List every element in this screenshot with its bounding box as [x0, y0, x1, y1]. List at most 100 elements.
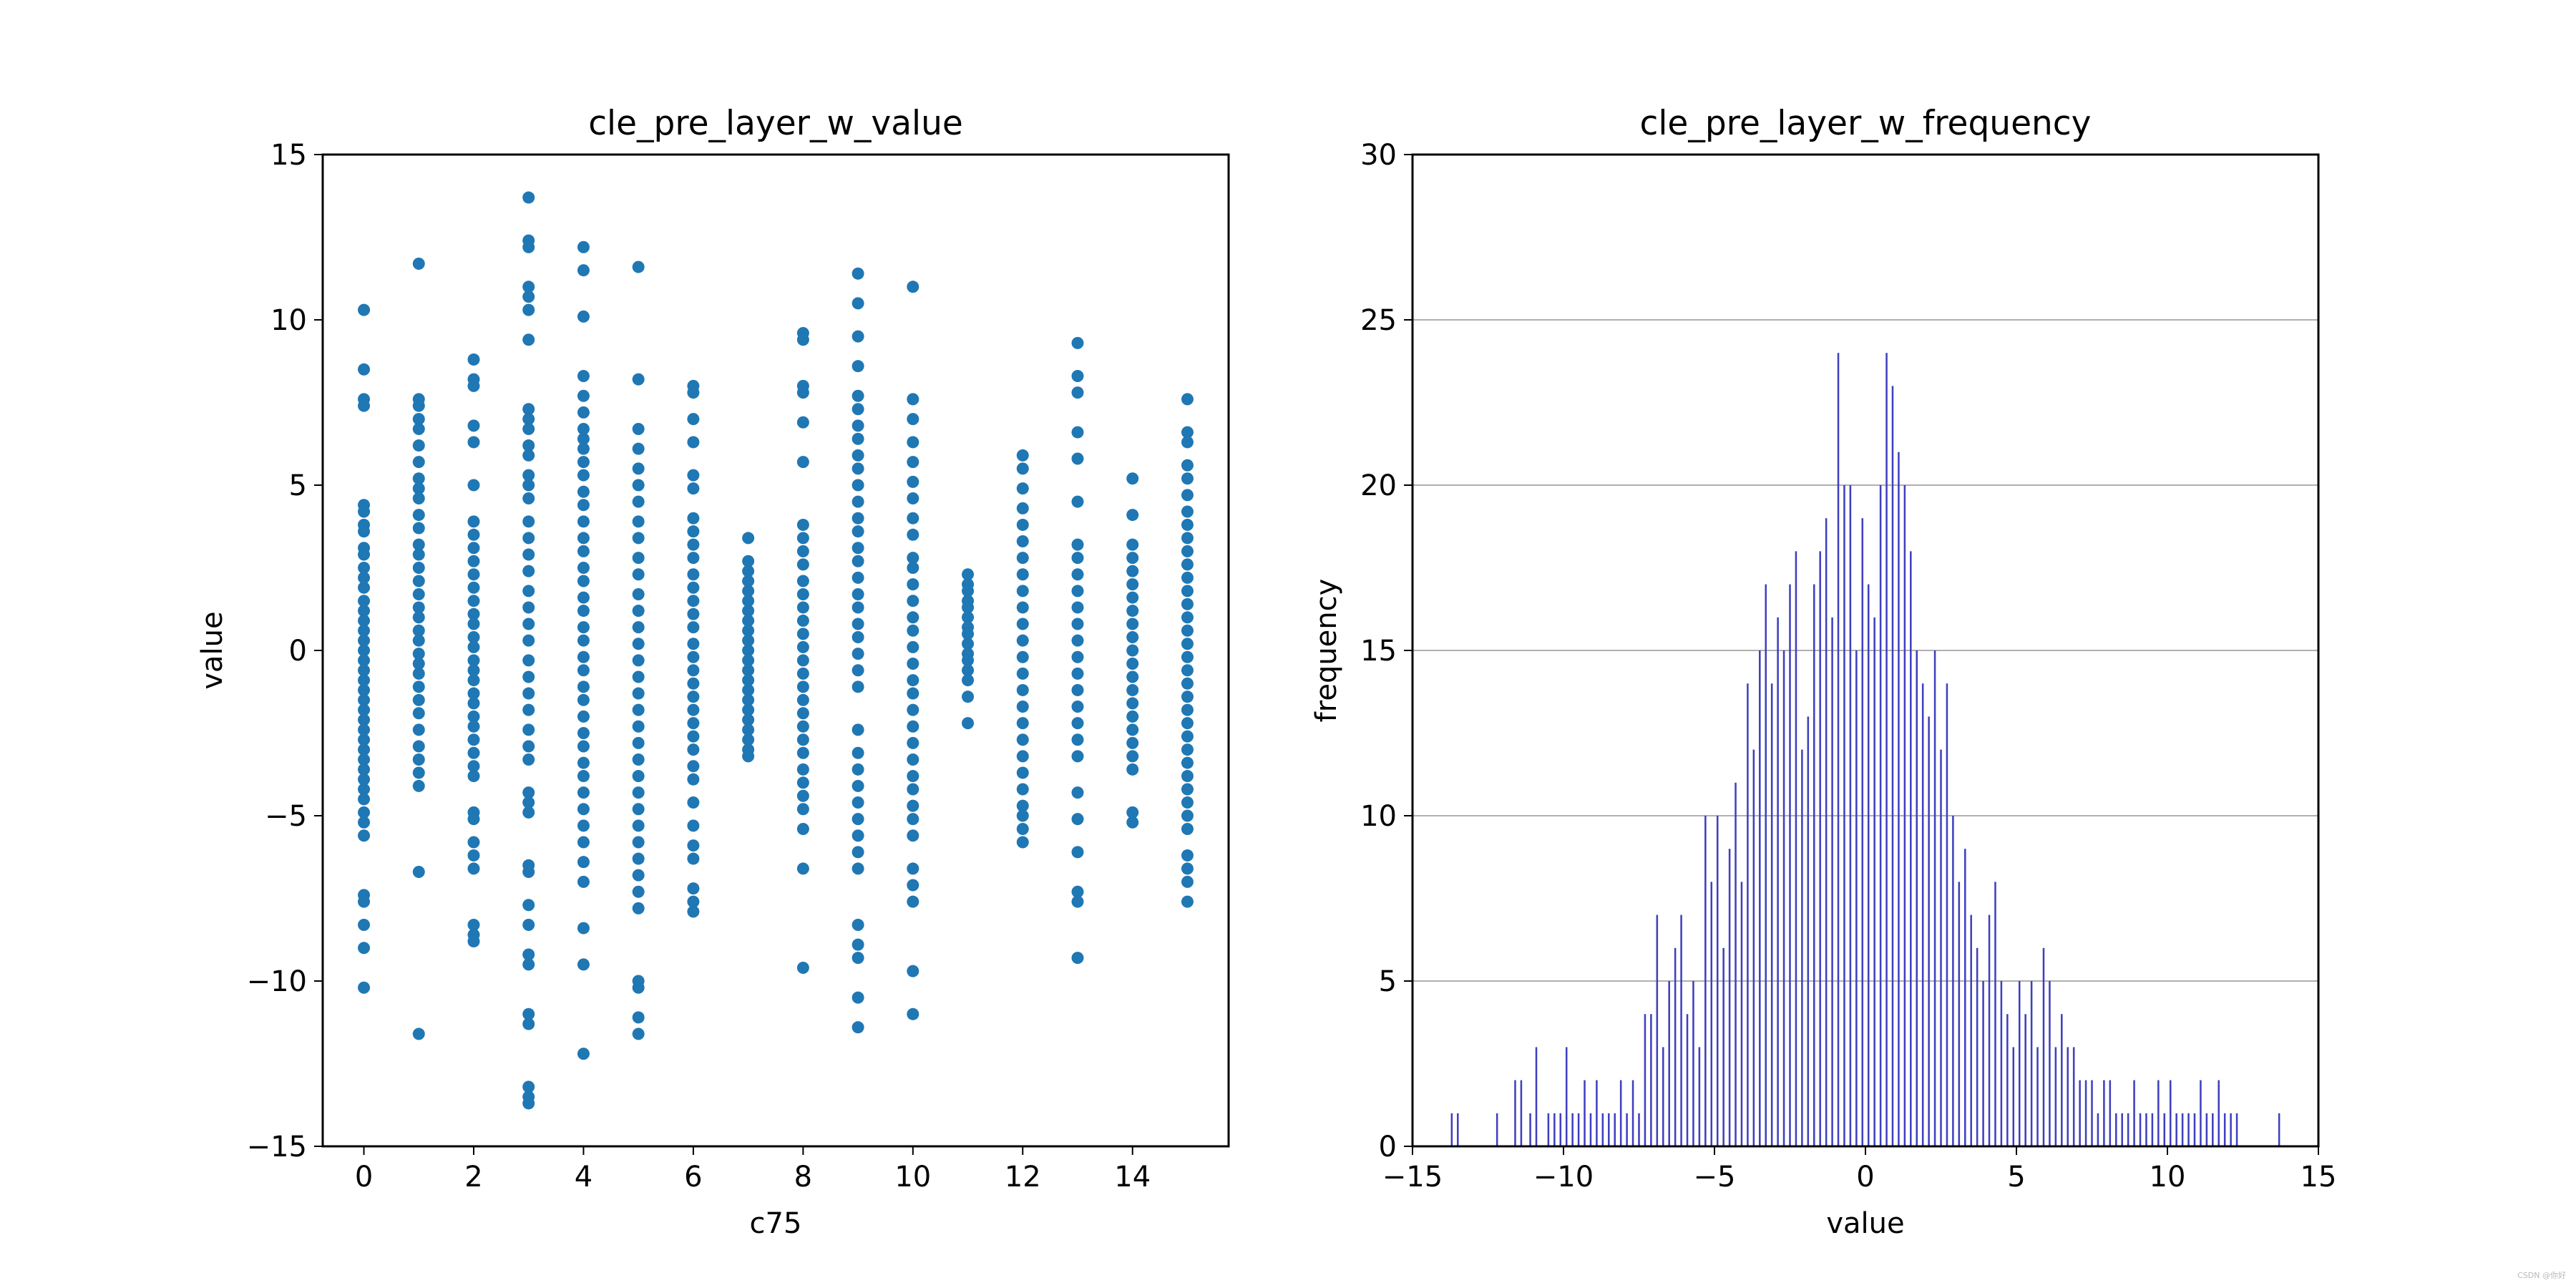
scatter-point: [522, 786, 535, 799]
scatter-point: [687, 638, 700, 650]
scatter-point: [1181, 664, 1194, 677]
scatter-point: [1071, 895, 1084, 908]
histogram-bar: [2097, 1113, 2099, 1146]
histogram-bar: [1867, 584, 1870, 1146]
scatter-point: [1016, 618, 1029, 630]
scatter-point: [687, 905, 700, 918]
watermark: CSDN @你好: [2517, 1271, 2566, 1280]
histogram-bar: [1861, 518, 1864, 1146]
scatter-point: [577, 545, 590, 557]
scatter-point: [1181, 393, 1194, 406]
scatter-point: [1181, 597, 1194, 610]
scatter-point: [522, 806, 535, 819]
scatter-point: [1126, 509, 1139, 522]
scatter-point: [1181, 472, 1194, 485]
scatter-point: [577, 605, 590, 618]
scatter-point: [962, 601, 975, 614]
scatter-point: [852, 938, 864, 951]
histogram-bar: [1704, 816, 1707, 1146]
scatter-point: [522, 585, 535, 597]
histogram-bar: [2181, 1113, 2184, 1146]
scatter-point: [1181, 862, 1194, 875]
scatter-point: [962, 611, 975, 624]
scatter-point: [687, 512, 700, 525]
scatter-point: [687, 595, 700, 608]
scatter-point: [412, 538, 425, 551]
histogram-bar: [1716, 816, 1719, 1146]
histogram-bar: [1565, 1047, 1568, 1146]
scatter-point: [1071, 701, 1084, 713]
scatter-point: [467, 674, 480, 687]
scatter-point: [632, 786, 645, 799]
scatter-point: [1071, 750, 1084, 763]
scatter-point: [907, 674, 919, 687]
scatter-point: [1181, 677, 1194, 690]
scatter-point: [522, 191, 535, 204]
histogram-bar: [1728, 849, 1731, 1146]
scatter-point: [632, 568, 645, 581]
histogram-bar: [1680, 914, 1682, 1146]
scatter-point: [1071, 426, 1084, 439]
scatter-point: [907, 965, 919, 977]
scatter-point: [358, 723, 371, 736]
scatter-point: [1071, 846, 1084, 859]
scatter-point: [687, 386, 700, 399]
scatter-point: [467, 568, 480, 581]
histogram-bar: [2084, 1080, 2087, 1146]
scatter-point: [467, 710, 480, 723]
scatter-y-tick-label: −10: [247, 965, 307, 998]
scatter-point: [1071, 634, 1084, 647]
scatter-point: [907, 799, 919, 812]
scatter-point: [522, 1080, 535, 1093]
histogram-bar: [1686, 1014, 1689, 1146]
scatter-point: [632, 587, 645, 600]
scatter-point: [358, 605, 371, 618]
histogram-bar: [1608, 1113, 1610, 1146]
histogram-bar: [1891, 386, 1894, 1146]
histogram-bar: [1496, 1113, 1498, 1146]
scatter-point: [796, 680, 809, 693]
scatter-point: [742, 750, 755, 763]
scatter-point: [1016, 701, 1029, 713]
scatter-point: [1181, 717, 1194, 730]
scatter-point: [522, 333, 535, 346]
histogram-bar: [1843, 485, 1845, 1146]
scatter-point: [412, 601, 425, 614]
scatter-point: [687, 703, 700, 716]
histogram-x-tick-label: 10: [2150, 1161, 2186, 1194]
scatter-point: [907, 1008, 919, 1020]
scatter-point: [1181, 875, 1194, 888]
histogram-bar: [2278, 1113, 2280, 1146]
scatter-point: [1016, 482, 1029, 495]
scatter-point: [1016, 809, 1029, 822]
scatter-point: [742, 644, 755, 657]
scatter-point: [412, 766, 425, 779]
scatter-point: [852, 648, 864, 660]
scatter-point: [358, 829, 371, 842]
scatter-point: [522, 918, 535, 931]
scatter-point: [577, 727, 590, 739]
scatter-point: [1181, 624, 1194, 637]
scatter-point: [907, 393, 919, 406]
scatter-point: [577, 370, 590, 383]
scatter-point: [852, 297, 864, 310]
scatter-point: [412, 472, 425, 485]
scatter-point: [1071, 601, 1084, 614]
histogram-bar: [2235, 1113, 2238, 1146]
scatter-point: [687, 436, 700, 449]
scatter-point: [577, 432, 590, 445]
scatter-y-axis: −15 −10 −5 0 5 10 15: [247, 139, 323, 1163]
scatter-point: [1126, 578, 1139, 591]
histogram-bar: [2218, 1080, 2220, 1146]
scatter-point: [358, 733, 371, 746]
scatter-point: [358, 505, 371, 518]
scatter-point: [1071, 495, 1084, 508]
histogram-bar: [2151, 1113, 2154, 1146]
scatter-point: [632, 803, 645, 816]
scatter-point: [632, 687, 645, 700]
scatter-point: [907, 611, 919, 624]
histogram-bar: [1994, 882, 1996, 1146]
scatter-point: [467, 918, 480, 931]
scatter-point: [852, 360, 864, 373]
histogram-y-tick-label: 25: [1360, 304, 1397, 337]
